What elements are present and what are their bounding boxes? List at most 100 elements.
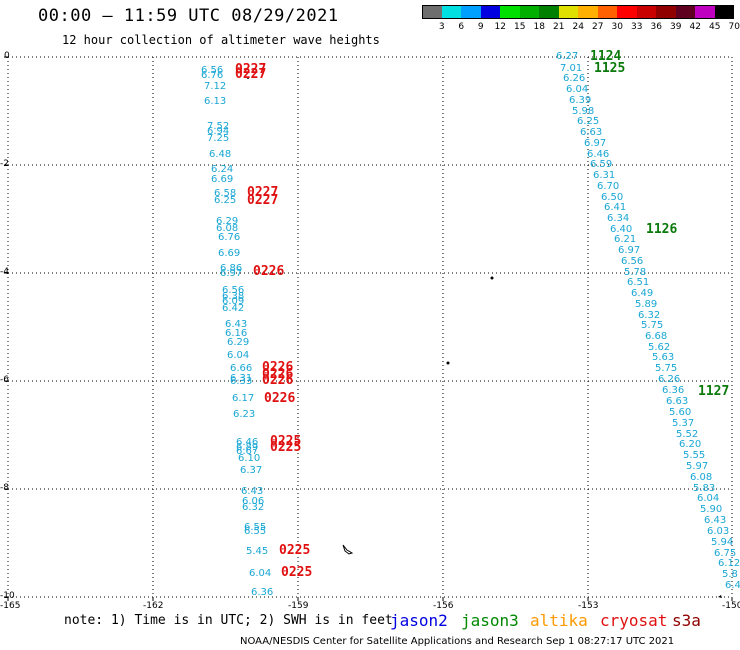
- swh-value: 6.20: [679, 439, 702, 450]
- colorbar-swatch: [578, 5, 598, 19]
- time-label: 1127: [698, 384, 730, 399]
- colorbar-swatch: [636, 5, 656, 19]
- island-mark: [446, 361, 450, 365]
- note-text: note: 1) Time is in UTC; 2) SWH is in fe…: [64, 613, 393, 628]
- swh-value: 7.01: [560, 63, 583, 74]
- colorbar-swatch: [558, 5, 578, 19]
- swh-value: 6.04: [566, 84, 589, 95]
- time-label: 0226: [262, 360, 294, 375]
- swh-value: 6.55: [244, 526, 267, 537]
- colorbar-swatch: [675, 5, 695, 19]
- swh-value: 5.52: [676, 429, 699, 440]
- swh-value: 6.69: [218, 248, 241, 259]
- colorbar-label: 18: [533, 22, 545, 32]
- swh-value: 6.63: [580, 127, 603, 138]
- swh-value: 6.34: [607, 213, 630, 224]
- colorbar-swatch: [597, 5, 617, 19]
- swh-value: 6.24: [211, 164, 234, 175]
- swh-value: 6.51: [627, 277, 650, 288]
- swh-value: 5.78: [624, 267, 647, 278]
- swh-value: 6.08: [216, 223, 239, 234]
- satellite-legend-altika: altika: [530, 611, 588, 630]
- page-subtitle: 12 hour collection of altimeter wave hei…: [62, 33, 380, 47]
- swh-value: 5.63: [652, 352, 675, 363]
- x-axis-label: -150: [722, 601, 740, 611]
- x-axis-label: -165: [0, 601, 21, 611]
- y-axis-label: -2: [0, 159, 9, 169]
- y-axis-label: -8: [0, 483, 9, 493]
- time-label: 0225: [281, 565, 313, 580]
- colorbar-label: 27: [592, 22, 604, 32]
- colorbar-label: 24: [572, 22, 584, 32]
- swh-value: 6.09: [222, 296, 245, 307]
- colorbar-swatch: [617, 5, 637, 19]
- time-label: 0227: [247, 193, 279, 208]
- swh-value: 6.46: [236, 437, 259, 448]
- swh-value: 7.12: [204, 81, 227, 92]
- swh-value: 6.56: [222, 285, 245, 296]
- satellite-legend-s3a: s3a: [672, 611, 701, 630]
- page-title: 00:00 – 11:59 UTC 08/29/2021: [38, 6, 339, 26]
- swh-value: 6.38: [222, 291, 245, 302]
- swh-value: 5.45: [246, 546, 269, 557]
- swh-value: 6.86: [220, 263, 243, 274]
- colorbar-frame: [422, 5, 734, 19]
- colorbar-swatch: [695, 5, 715, 19]
- swh-value: 6.03: [707, 526, 730, 537]
- colorbar-label: 33: [631, 22, 643, 32]
- swh-value: 6.49: [631, 288, 654, 299]
- swh-value: 6.94: [207, 126, 230, 137]
- swh-value: 5.62: [648, 342, 671, 353]
- swh-value: 5.75: [655, 363, 678, 374]
- colorbar-swatch: [422, 5, 442, 19]
- credit-text: NOAA/NESDIS Center for Satellite Applica…: [240, 636, 675, 647]
- swh-value: 6.33: [230, 376, 253, 387]
- x-axis-label: -162: [143, 601, 164, 611]
- time-label: 0225: [270, 440, 302, 455]
- colorbar-label: 30: [611, 22, 623, 32]
- time-label: 0226: [264, 391, 296, 406]
- swh-value: 6.23: [233, 409, 256, 420]
- x-axis-label: -156: [433, 601, 454, 611]
- colorbar-label: 15: [514, 22, 526, 32]
- swh-value: 6.89: [236, 442, 259, 453]
- island-mark: [342, 544, 354, 555]
- swh-value: 6.41: [604, 202, 627, 213]
- swh-value: 5.55: [683, 450, 706, 461]
- colorbar-label: 70: [728, 22, 740, 32]
- swh-value: 6.06: [242, 496, 265, 507]
- swh-value: 6.39: [569, 95, 592, 106]
- swh-value: 6.4: [725, 580, 740, 591]
- time-label: 0225: [270, 434, 302, 449]
- swh-value: 6.27: [556, 51, 579, 62]
- x-axis-label: -159: [288, 601, 309, 611]
- swh-value: 6.10: [238, 453, 261, 464]
- colorbar-label: 6: [458, 22, 465, 32]
- swh-value: 5.89: [635, 299, 658, 310]
- swh-value: 6.55: [244, 522, 267, 533]
- swh-value: 6.43: [241, 486, 264, 497]
- swh-value: 6.97: [584, 138, 607, 149]
- swh-value: 6.13: [204, 96, 227, 107]
- island-mark: [490, 276, 494, 280]
- island-mark: [247, 77, 249, 79]
- swh-value: 6.29: [227, 337, 250, 348]
- swh-value: 5.98: [572, 106, 595, 117]
- swh-value: 6.17: [232, 393, 255, 404]
- swh-value: 6.59: [590, 159, 613, 170]
- colorbar-swatch: [519, 5, 539, 19]
- swh-value: 6.76: [218, 232, 241, 243]
- satellite-legend-jason3: jason3: [461, 611, 519, 630]
- swh-value: 6.31: [593, 170, 616, 181]
- swh-value: 6.26: [563, 73, 586, 84]
- swh-value: 7.52: [207, 121, 230, 132]
- swh-value: 6.25: [214, 195, 237, 206]
- swh-value: 6.04: [227, 350, 250, 361]
- swh-value: 5.60: [669, 407, 692, 418]
- time-label: 0226: [262, 373, 294, 388]
- swh-value: 5.97: [686, 461, 709, 472]
- swh-value: 6.42: [222, 303, 245, 314]
- swh-value: 6.25: [577, 116, 600, 127]
- swh-value: 6.37: [240, 465, 263, 476]
- satellite-legend-jason2: jason2: [390, 611, 448, 630]
